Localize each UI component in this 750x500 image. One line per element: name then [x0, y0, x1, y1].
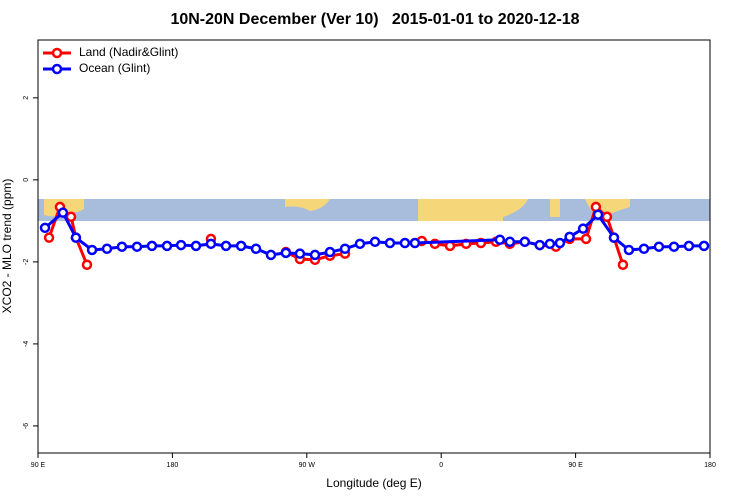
data-point — [399, 237, 411, 249]
x-tick-label: 90 E — [31, 462, 46, 469]
data-point — [250, 243, 262, 255]
data-point — [369, 236, 381, 248]
data-point — [294, 248, 306, 259]
legend: Land (Nadir&Glint) Ocean (Glint) — [43, 45, 178, 75]
data-point — [623, 244, 635, 256]
data-point — [190, 240, 202, 252]
data-point — [309, 249, 321, 261]
data-point — [577, 223, 589, 234]
y-tick-label: 0 — [23, 178, 30, 182]
legend-label: Ocean (Glint) — [79, 61, 150, 75]
legend-marker — [51, 63, 63, 75]
data-point — [280, 247, 292, 259]
data-point — [57, 207, 69, 218]
data-point — [101, 243, 113, 255]
x-tick-label: 180 — [704, 462, 716, 469]
data-point — [175, 239, 187, 251]
data-point — [554, 237, 566, 249]
data-point — [494, 234, 506, 245]
x-tick-label: 180 — [167, 462, 179, 469]
data-point — [534, 239, 546, 251]
x-tick-label: 90 W — [299, 462, 316, 469]
data-point — [86, 244, 98, 256]
legend-marker — [51, 47, 63, 59]
data-point — [235, 240, 247, 252]
data-point — [544, 238, 556, 250]
data-point — [131, 241, 143, 252]
y-tick-label: -4 — [23, 341, 30, 347]
data-point — [617, 259, 629, 271]
data-point — [519, 236, 531, 248]
plot-frame — [37, 39, 711, 454]
y-tick-label: -6 — [23, 423, 30, 429]
map-ocean — [38, 199, 710, 221]
data-point — [608, 232, 620, 243]
data-point — [265, 249, 277, 261]
data-point — [205, 238, 217, 250]
y-axis-label: XCO2 - MLO trend (ppm) — [0, 179, 14, 314]
data-point — [220, 240, 232, 252]
chart-title: 10N-20N December (Ver 10) 2015-01-01 to … — [170, 11, 579, 28]
data-point — [638, 243, 650, 255]
data-point — [683, 240, 695, 252]
data-point — [384, 237, 396, 249]
data-point — [65, 211, 77, 223]
data-point — [504, 236, 516, 248]
x-tick-label: 0 — [439, 462, 443, 469]
y-tick-label: -2 — [23, 259, 30, 265]
data-point — [43, 232, 55, 243]
x-axis-label: Longitude (deg E) — [326, 476, 421, 490]
data-point — [592, 209, 604, 220]
data-point — [116, 241, 128, 252]
map-land — [503, 199, 528, 217]
map-land — [418, 199, 503, 221]
data-point — [354, 238, 366, 250]
data-point — [409, 237, 421, 249]
data-point — [339, 243, 351, 255]
x-tick-label: 90 E — [568, 462, 583, 469]
data-point — [81, 259, 93, 271]
data-point — [601, 211, 613, 223]
legend-label: Land (Nadir&Glint) — [79, 45, 178, 59]
data-point — [70, 232, 82, 243]
data-point — [580, 233, 592, 245]
data-point — [698, 240, 710, 252]
data-point — [668, 241, 680, 252]
map-land — [285, 199, 330, 211]
data-point — [653, 241, 665, 252]
data-point — [324, 246, 336, 258]
data-point — [161, 240, 173, 252]
y-tick-label: 2 — [23, 96, 30, 100]
data-point — [146, 240, 158, 252]
data-point — [39, 222, 51, 234]
data-point — [564, 231, 575, 243]
